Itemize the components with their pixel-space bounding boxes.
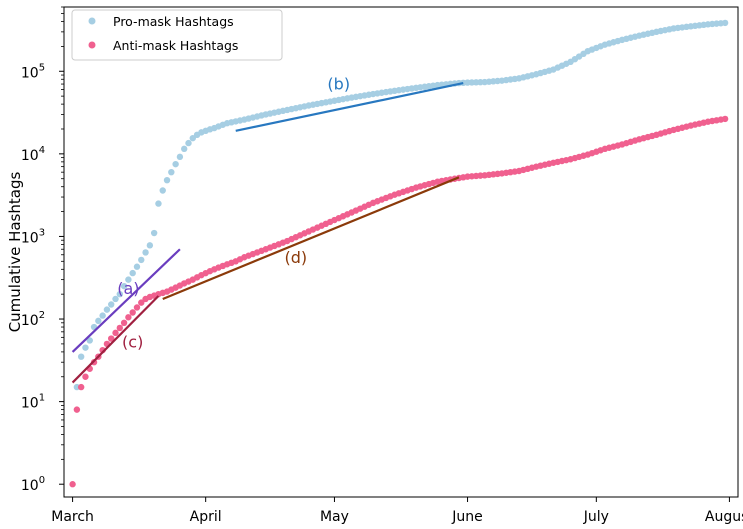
y-tick-label: 103 [21, 227, 45, 246]
data-point [129, 269, 136, 277]
x-tick-label: August [705, 509, 743, 525]
y-tick-label: 102 [21, 310, 45, 329]
data-point [108, 335, 115, 342]
legend-marker-anti-mask [88, 41, 96, 49]
data-point [138, 256, 145, 264]
y-tick-label: 101 [21, 393, 45, 412]
x-axis-ticks: March April May June July August [51, 497, 743, 525]
fit-line [71, 248, 181, 353]
data-point [112, 329, 119, 337]
fit-lines-layer: (a) (b) (c) (d) [71, 75, 464, 384]
data-point [721, 115, 729, 123]
data-point [129, 309, 136, 316]
data-point [150, 229, 158, 237]
legend-label-anti-mask: Anti-mask Hashtags [113, 38, 238, 53]
data-point [155, 200, 162, 207]
data-point [69, 481, 76, 488]
fit-annotation: (c) [122, 333, 143, 352]
x-tick-label: April [190, 509, 222, 525]
data-point [82, 344, 89, 351]
x-tick-label: June [451, 509, 483, 525]
data-point [142, 249, 149, 256]
data-point [95, 317, 102, 325]
data-point [73, 406, 81, 413]
x-tick-label: July [583, 509, 609, 525]
fit-annotation: (a) [117, 279, 139, 298]
data-point [721, 19, 729, 27]
data-point [146, 242, 154, 249]
data-point [116, 324, 124, 332]
data-point [116, 290, 124, 298]
data-point [125, 276, 132, 283]
y-tick-label: 100 [21, 475, 45, 494]
series-layer [69, 19, 729, 488]
plot-area: March April May June July August 100 101 102 103… [21, 6, 743, 525]
legend-box [71, 9, 283, 61]
data-point [77, 353, 85, 360]
data-point [133, 304, 141, 311]
data-point [176, 153, 184, 161]
x-tick-label: May [320, 509, 349, 525]
data-point [120, 319, 128, 327]
fit-line [235, 81, 464, 132]
data-point [168, 168, 175, 176]
data-point [138, 299, 145, 306]
data-point [103, 306, 111, 313]
plot-frame [63, 6, 739, 498]
data-point [159, 187, 166, 194]
series-anti-mask [69, 115, 729, 488]
data-point [172, 160, 179, 168]
data-point [86, 337, 93, 344]
legend-label-pro-mask: Pro-mask Hashtags [113, 14, 234, 29]
legend: Pro-mask Hashtags Anti-mask Hashtags [71, 9, 283, 61]
data-point [112, 295, 119, 303]
data-point [120, 282, 128, 290]
data-point [82, 373, 89, 380]
y-tick-label: 105 [21, 62, 45, 81]
y-axis-ticks: 100 101 102 103 104 105 [21, 6, 64, 494]
y-tick-label: 104 [21, 145, 45, 164]
x-tick-label: March [51, 509, 94, 525]
legend-marker-pro-mask [88, 17, 96, 25]
series-pro-mask [73, 19, 729, 391]
data-point [185, 139, 192, 147]
fit-annotation: (b) [327, 75, 350, 94]
y-axis-label: Cumulative Hashtags [6, 172, 24, 333]
data-point [77, 383, 85, 391]
data-point [181, 145, 188, 153]
data-point [163, 176, 171, 184]
data-point [133, 263, 141, 270]
fit-line [71, 295, 160, 384]
data-point [108, 301, 115, 308]
fit-annotation: (d) [285, 248, 308, 267]
data-point [99, 312, 106, 319]
fit-line [162, 176, 460, 300]
data-point [125, 314, 132, 321]
